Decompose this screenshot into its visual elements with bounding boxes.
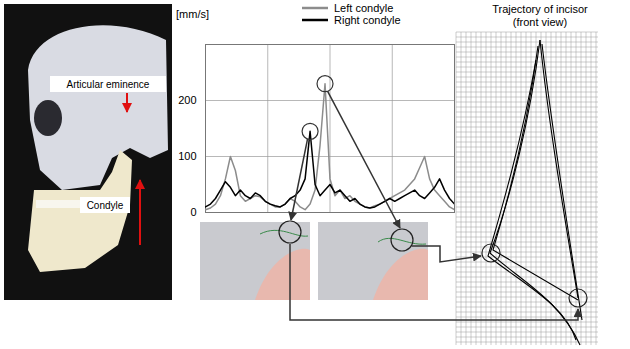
svg-text:Trajectory of incisor: Trajectory of incisor [492, 3, 588, 15]
html-text:[mm/s]: [mm/s] [176, 8, 209, 20]
html-text:Left condyle: Left condyle [334, 2, 394, 14]
svg-text:(front view): (front view) [513, 16, 567, 28]
svg-text:0: 0 [190, 206, 196, 218]
svg-text:Condyle: Condyle [87, 200, 124, 211]
svg-text:200: 200 [178, 94, 196, 106]
svg-text:100: 100 [178, 150, 196, 162]
html-text:Right condyle: Right condyle [334, 14, 401, 26]
svg-text:Articular eminence: Articular eminence [67, 79, 150, 90]
